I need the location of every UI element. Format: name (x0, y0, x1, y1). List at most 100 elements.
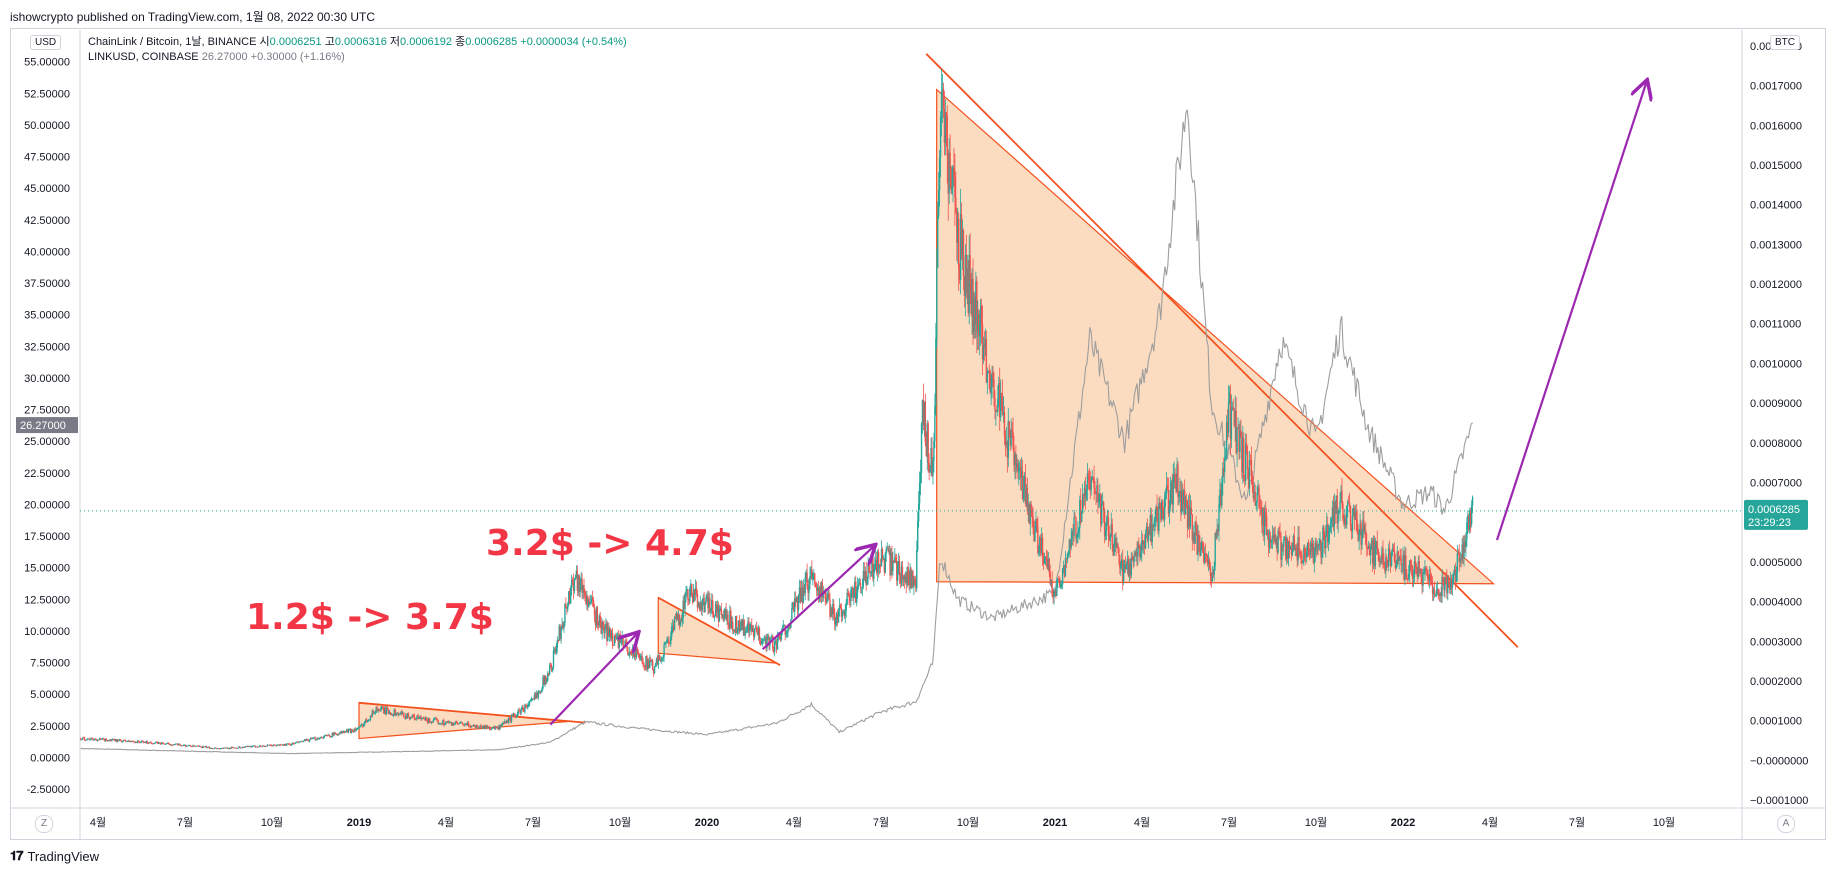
candle-body (370, 715, 373, 717)
candle-body (271, 745, 273, 747)
left-axis-tick-label: 27.50000 (24, 405, 70, 417)
candle-body (1439, 593, 1441, 596)
candle-body (930, 447, 932, 469)
candle-body (1365, 530, 1367, 544)
candle-body (327, 734, 330, 736)
candle-body (186, 745, 189, 747)
candle-body (513, 713, 516, 715)
auto-scale-right-button[interactable]: A (1777, 815, 1795, 833)
candle-body (530, 699, 533, 701)
candle-body (452, 723, 455, 725)
candle-body (1084, 488, 1087, 499)
candle-body (772, 635, 774, 649)
candle-body (1412, 577, 1415, 579)
candle-body (237, 747, 239, 749)
candle-body (1331, 507, 1334, 520)
legend-open-value: 0.0006251 (269, 36, 322, 48)
candle-body (789, 625, 791, 628)
candle-body (198, 745, 200, 747)
candle-body (1006, 441, 1009, 458)
candle-body (962, 230, 965, 277)
candle-body (1287, 541, 1290, 560)
candle-body (888, 550, 890, 552)
candle-body (328, 734, 331, 737)
candle-body (726, 614, 728, 620)
candle-body (1166, 485, 1169, 490)
candle-body (497, 726, 499, 729)
candle-body (136, 742, 138, 744)
candle-body (1295, 547, 1297, 551)
candle-body (869, 572, 871, 574)
candle-body (189, 745, 191, 746)
candle-body (524, 704, 526, 712)
candle-body (893, 561, 895, 563)
candle-body (979, 306, 982, 325)
candle-body (702, 597, 704, 601)
candle-body (557, 640, 559, 641)
candle-body (412, 714, 415, 716)
legend-second-symbol[interactable]: LINKUSD, COINBASE (88, 51, 199, 63)
candle-body (630, 651, 632, 654)
candle-body (1451, 581, 1454, 588)
candle-body (1187, 505, 1190, 528)
candle-body (447, 721, 450, 724)
candle-body (793, 602, 795, 612)
candle-body (208, 746, 211, 749)
candle-body (323, 736, 325, 739)
candle-body (228, 748, 231, 750)
candle-body (522, 707, 524, 710)
candle-body (960, 214, 963, 257)
candle-body (1302, 560, 1304, 564)
candle-body (870, 571, 872, 574)
candle-body (501, 723, 503, 727)
candle-body (1463, 541, 1465, 559)
candle-body (1044, 556, 1047, 558)
candle-body (454, 721, 456, 725)
candle-body (733, 630, 736, 632)
left-unit-button[interactable]: USD (30, 35, 62, 50)
candle-body (255, 746, 257, 748)
candle-body (289, 744, 292, 746)
candle-body (429, 722, 432, 723)
auto-scale-left-button[interactable]: Z (35, 815, 53, 833)
left-axis-tick-label: 40.00000 (24, 246, 70, 258)
candle-body (491, 727, 494, 729)
candle-body (147, 743, 149, 744)
candle-body (1285, 536, 1287, 560)
candle-body (1152, 525, 1154, 527)
candle-body (257, 746, 259, 748)
candle-body (365, 719, 368, 722)
time-axis-tick-label: 7월 (1221, 816, 1237, 829)
candle-body (381, 706, 383, 708)
candle-body (1133, 554, 1135, 562)
candle-body (1033, 526, 1035, 542)
candle-body (525, 704, 527, 706)
candle-body (1227, 402, 1230, 433)
candle-body (840, 607, 843, 617)
footer-brand[interactable]: TradingView (27, 848, 100, 864)
candle-body (712, 613, 715, 618)
candle-body (810, 569, 812, 577)
candle-body (499, 724, 501, 730)
candle-body (419, 716, 421, 718)
candle-body (139, 742, 141, 743)
candle-body (1099, 493, 1101, 500)
legend-symbol[interactable]: ChainLink / Bitcoin, 1날, BINANCE (88, 36, 257, 48)
right-unit-button[interactable]: BTC (1770, 35, 1800, 50)
legend-close-value: 0.0006285 (465, 36, 518, 48)
candle-body (444, 724, 446, 725)
right-price-tag (1744, 499, 1808, 530)
candle-body (751, 624, 753, 632)
time-axis-tick-label: 7월 (1569, 816, 1585, 829)
candle-body (170, 744, 172, 746)
candle-body (987, 370, 989, 374)
candle-body (467, 722, 470, 727)
candle-body (1202, 541, 1204, 553)
candle-body (134, 741, 136, 743)
candle-body (1373, 539, 1376, 566)
candle-body (990, 387, 992, 393)
candle-body (532, 698, 535, 700)
candle-body (1371, 540, 1374, 564)
candle-body (388, 712, 391, 714)
